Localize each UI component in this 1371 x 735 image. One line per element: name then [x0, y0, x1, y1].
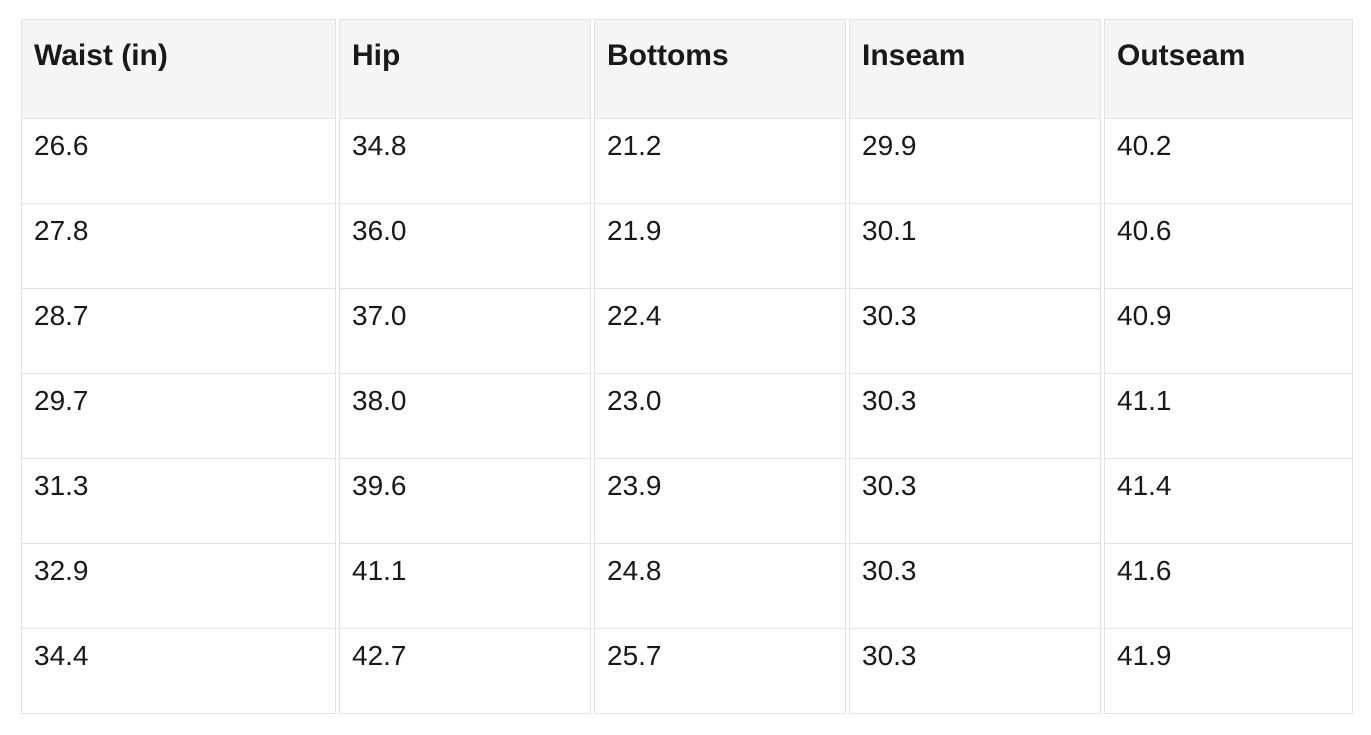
column-header-waist-in: Waist (in)	[21, 19, 336, 119]
table-cell: 34.4	[21, 629, 336, 714]
table-row: 32.9 41.1 24.8 30.3 41.6	[21, 544, 1353, 629]
table-cell: 30.3	[849, 374, 1101, 459]
table-cell: 23.9	[594, 459, 846, 544]
table-cell: 29.9	[849, 119, 1101, 204]
table-cell: 40.2	[1104, 119, 1353, 204]
column-header-bottoms: Bottoms	[594, 19, 846, 119]
table-cell: 36.0	[339, 204, 591, 289]
table-cell: 42.7	[339, 629, 591, 714]
table-row: 27.8 36.0 21.9 30.1 40.6	[21, 204, 1353, 289]
table-cell: 26.6	[21, 119, 336, 204]
table-cell: 30.3	[849, 289, 1101, 374]
table-row: 26.6 34.8 21.2 29.9 40.2	[21, 119, 1353, 204]
size-chart-table: Waist (in) Hip Bottoms Inseam Outseam 26.6 34…	[18, 19, 1356, 714]
table-cell: 22.4	[594, 289, 846, 374]
table-cell: 34.8	[339, 119, 591, 204]
table-row: 28.7 37.0 22.4 30.3 40.9	[21, 289, 1353, 374]
table-cell: 29.7	[21, 374, 336, 459]
table-cell: 32.9	[21, 544, 336, 629]
table-cell: 21.9	[594, 204, 846, 289]
table-cell: 25.7	[594, 629, 846, 714]
column-header-outseam: Outseam	[1104, 19, 1353, 119]
table-cell: 28.7	[21, 289, 336, 374]
table-cell: 30.3	[849, 629, 1101, 714]
table-cell: 41.9	[1104, 629, 1353, 714]
table-cell: 40.6	[1104, 204, 1353, 289]
table-cell: 41.6	[1104, 544, 1353, 629]
table-cell: 37.0	[339, 289, 591, 374]
table-cell: 40.9	[1104, 289, 1353, 374]
table-cell: 30.1	[849, 204, 1101, 289]
table-cell: 41.4	[1104, 459, 1353, 544]
table-cell: 39.6	[339, 459, 591, 544]
table-cell: 23.0	[594, 374, 846, 459]
table-cell: 38.0	[339, 374, 591, 459]
table-cell: 31.3	[21, 459, 336, 544]
size-chart-header: Waist (in) Hip Bottoms Inseam Outseam	[21, 19, 1353, 119]
table-cell: 27.8	[21, 204, 336, 289]
table-cell: 24.8	[594, 544, 846, 629]
table-row: 34.4 42.7 25.7 30.3 41.9	[21, 629, 1353, 714]
table-row: 31.3 39.6 23.9 30.3 41.4	[21, 459, 1353, 544]
table-cell: 41.1	[1104, 374, 1353, 459]
column-header-inseam: Inseam	[849, 19, 1101, 119]
table-cell: 21.2	[594, 119, 846, 204]
table-cell: 30.3	[849, 459, 1101, 544]
size-chart-body: 26.6 34.8 21.2 29.9 40.2 27.8 36.0 21.9 30.1 40.6…	[21, 119, 1353, 714]
column-header-hip: Hip	[339, 19, 591, 119]
header-row: Waist (in) Hip Bottoms Inseam Outseam	[21, 19, 1353, 119]
table-row: 29.7 38.0 23.0 30.3 41.1	[21, 374, 1353, 459]
table-cell: 30.3	[849, 544, 1101, 629]
table-cell: 41.1	[339, 544, 591, 629]
